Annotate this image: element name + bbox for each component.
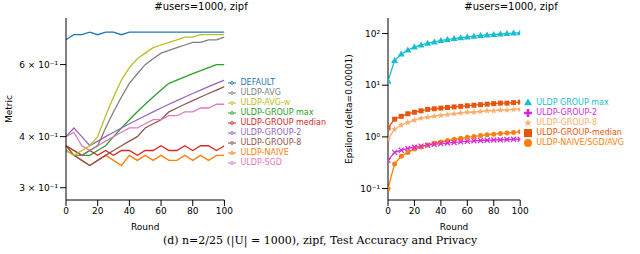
svg-text:40: 40 [435, 206, 447, 216]
html-text:ULDP-NAIVE: ULDP-NAIVE [240, 148, 289, 157]
html-text:ULDP-AVG: ULDP-AVG [240, 88, 281, 97]
svg-text:40: 40 [124, 206, 136, 216]
svg-text:60: 60 [155, 206, 167, 216]
svg-text:Round: Round [440, 222, 468, 232]
html-text:ULDP-GROUP-2: ULDP-GROUP-2 [240, 128, 302, 137]
svg-text:Epsilon (delta=0.00001): Epsilon (delta=0.00001) [344, 54, 354, 164]
svg-text:3 × 10⁻¹: 3 × 10⁻¹ [19, 183, 58, 193]
svg-text:10⁻¹: 10⁻¹ [360, 184, 380, 194]
svg-text:6 × 10⁻¹: 6 × 10⁻¹ [19, 60, 58, 70]
svg-text:10¹: 10¹ [365, 80, 380, 90]
html-text:ULDP-GROUP-8: ULDP-GROUP-8 [536, 118, 597, 127]
html-text:ULDP GROUP max: ULDP GROUP max [536, 98, 609, 107]
svg-text:4 × 10⁻¹: 4 × 10⁻¹ [19, 132, 58, 142]
html-text:ULDP-NAIVE/SGD/AVG: ULDP-NAIVE/SGD/AVG [536, 138, 624, 147]
html-text:(d) n=2/25 (|U| = 1000), zipf,: (d) n=2/25 (|U| = 1000), zipf, Test Accu… [162, 234, 478, 247]
svg-text:80: 80 [187, 206, 199, 216]
svg-text:0: 0 [63, 206, 69, 216]
svg-text:Metric: Metric [8, 95, 14, 123]
html-text:ULDP-GROUP-2: ULDP-GROUP-2 [536, 108, 597, 117]
svg-text:20: 20 [409, 206, 421, 216]
svg-text:80: 80 [488, 206, 500, 216]
html-text:ULDP-GROUP-8: ULDP-GROUP-8 [240, 138, 302, 147]
html-text:ULDP-GROUP median: ULDP-GROUP median [240, 118, 326, 127]
html-text:ULDP-SGD: ULDP-SGD [240, 158, 282, 167]
html-text:ULDP-AVG-w: ULDP-AVG-w [240, 98, 291, 107]
svg-text:20: 20 [92, 206, 104, 216]
html-text:ULDP-GROUP-median: ULDP-GROUP-median [536, 128, 622, 137]
svg-text:10²: 10² [365, 29, 380, 39]
svg-text:10⁰: 10⁰ [365, 132, 380, 142]
svg-text:0: 0 [385, 206, 391, 216]
svg-text:60: 60 [462, 206, 474, 216]
svg-text:Round: Round [131, 222, 159, 232]
html-text:#users=1000, zipf: #users=1000, zipf [154, 1, 248, 12]
html-text:DEFAULT: DEFAULT [240, 78, 276, 87]
svg-text:100: 100 [512, 206, 529, 216]
svg-text:100: 100 [216, 206, 233, 216]
html-text:ULDP-GROUP max: ULDP-GROUP max [240, 108, 314, 117]
html-text:#users=1000, zipf: #users=1000, zipf [464, 1, 558, 12]
